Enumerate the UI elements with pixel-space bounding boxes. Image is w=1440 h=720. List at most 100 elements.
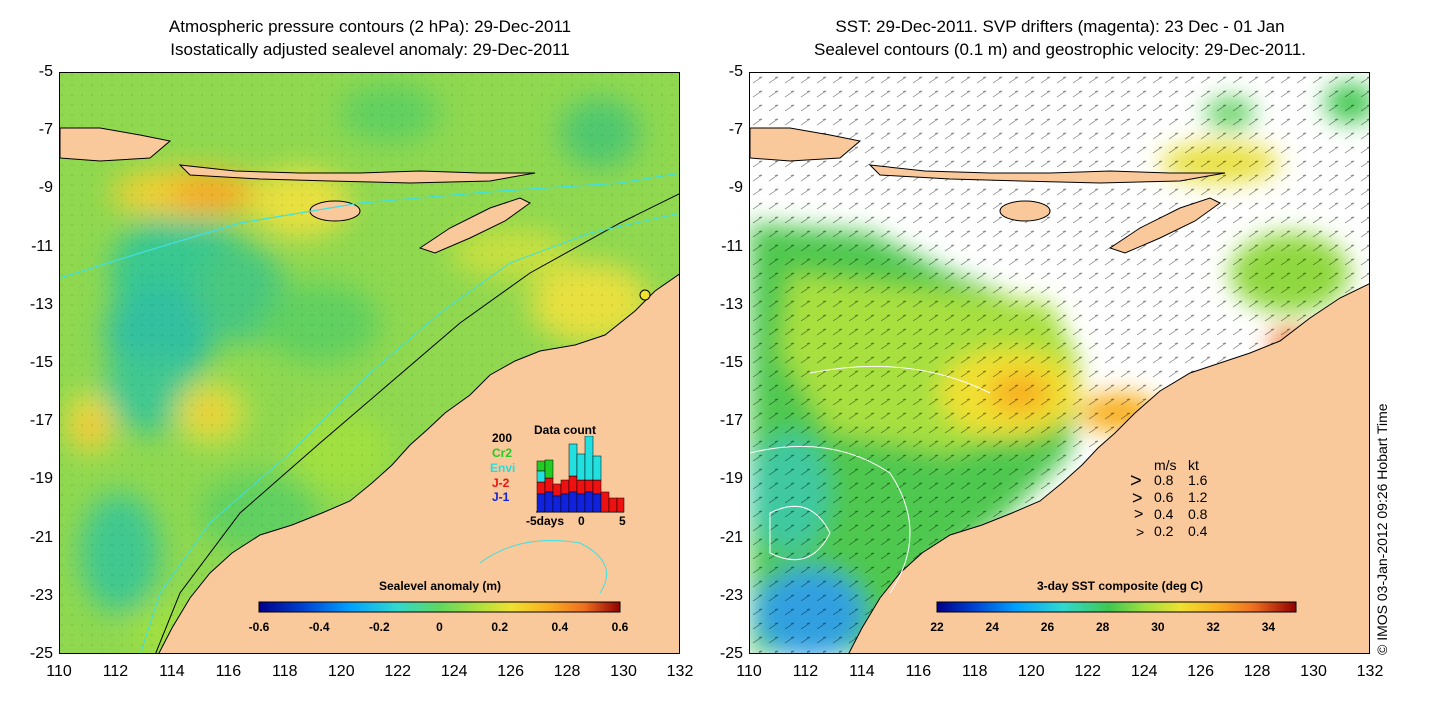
x-tick-label: 122 <box>1074 663 1102 680</box>
x-tick-label: 114 <box>159 663 185 680</box>
y-tick-label: -23 <box>719 586 743 604</box>
data-count-x-zero: 0 <box>578 514 585 528</box>
y-tick-label: -13 <box>29 295 53 313</box>
lesser-sunda-islands <box>868 164 1226 184</box>
velocity-kt-value: 1.6 <box>1188 472 1208 488</box>
sla-colorbar-title: Sealevel anomaly (m) <box>378 579 502 593</box>
colorbar-tick-label: 26 <box>1040 620 1055 634</box>
x-tick-label: 122 <box>384 663 412 680</box>
sealevel-anomaly-map <box>59 72 680 654</box>
colorbar-tick-label: 32 <box>1206 620 1220 634</box>
mission-cr2-label: Cr2 <box>492 446 513 460</box>
x-tick-label: 110 <box>736 663 762 680</box>
velocity-ms-value: 0.2 <box>1154 523 1174 539</box>
data-count-x-end: 5 <box>619 514 626 528</box>
velocity-kt-value: 0.8 <box>1188 506 1208 522</box>
velocity-kt-value: 0.4 <box>1188 523 1208 539</box>
x-tick-label: 124 <box>440 663 468 680</box>
x-tick-label: 132 <box>666 663 694 680</box>
x-tick-label: 124 <box>1130 663 1158 680</box>
colorbar-tick-label: 0 <box>436 620 443 634</box>
y-tick-label: -13 <box>719 295 743 313</box>
x-tick-label: 114 <box>849 663 875 680</box>
x-tick-label: 112 <box>102 663 129 680</box>
velocity-kt-value: 1.2 <box>1188 489 1208 505</box>
sst-colorbar <box>936 601 1297 613</box>
lesser-sunda-islands <box>178 164 536 184</box>
velocity-ms-value: 0.4 <box>1154 506 1174 522</box>
y-tick-label: -5 <box>38 63 53 80</box>
colorbar-tick-label: 30 <box>1151 620 1165 634</box>
y-tick-label: -23 <box>29 586 53 604</box>
x-tick-label: 110 <box>46 663 72 680</box>
sst-map <box>749 72 1370 654</box>
y-tick-label: -19 <box>29 470 53 488</box>
x-tick-label: 118 <box>272 663 298 680</box>
x-tick-label: 126 <box>1187 663 1214 680</box>
x-tick-label: 130 <box>610 663 637 680</box>
x-tick-label: 120 <box>1017 663 1045 680</box>
y-tick-label: -17 <box>29 412 53 430</box>
x-tick-label: 128 <box>1243 663 1271 680</box>
y-tick-label: -9 <box>38 179 53 197</box>
y-tick-label: -25 <box>719 645 743 662</box>
x-tick-label: 130 <box>1300 663 1327 680</box>
sealevel-anomaly-map-svg <box>60 73 679 653</box>
left-panel-title: Atmospheric pressure contours (2 hPa): 2… <box>168 17 572 36</box>
colorbar-tick-label: -0.2 <box>368 620 390 634</box>
x-tick-label: 118 <box>962 663 988 680</box>
y-tick-label: -9 <box>728 179 743 197</box>
colorbar-tick-label: 24 <box>985 620 999 634</box>
colorbar-tick-label: -0.6 <box>248 620 270 634</box>
velocity-arrow-icon: > <box>1136 524 1145 540</box>
y-tick-label: -11 <box>721 237 743 255</box>
sla-colorbar <box>258 601 621 613</box>
x-tick-label: 116 <box>905 663 932 680</box>
x-tick-label: 128 <box>553 663 581 680</box>
y-tick-label: -15 <box>719 354 743 371</box>
sst-colorbar-title: 3-day SST composite (deg C) <box>1036 579 1204 593</box>
y-tick-label: -15 <box>29 354 53 371</box>
y-tick-label: -7 <box>728 121 743 139</box>
colorbar-tick-label: 34 <box>1261 620 1276 634</box>
colorbar-tick-label: 22 <box>930 620 944 634</box>
data-count-title: Data count <box>534 423 597 437</box>
australia-landmass <box>848 283 1369 653</box>
y-tick-label: -19 <box>719 470 743 488</box>
velocity-arrow-icon: > <box>1130 470 1142 492</box>
y-tick-label: -21 <box>719 528 743 546</box>
copyright-notice: © IMOS 03-Jan-2012 09:26 Hobart Time <box>1374 403 1390 655</box>
sumba-island <box>999 200 1051 222</box>
sst-map-svg <box>750 73 1369 653</box>
x-tick-label: 126 <box>497 663 524 680</box>
data-count-y-label: 200 <box>492 431 513 445</box>
java-island <box>60 127 172 162</box>
colorbar-tick-label: 0.6 <box>611 620 629 634</box>
colorbar-tick-label: 28 <box>1096 620 1110 634</box>
velocity-ms-value: 0.6 <box>1154 489 1174 505</box>
x-tick-label: 116 <box>215 663 242 680</box>
data-count-histogram <box>536 436 625 513</box>
y-tick-label: -5 <box>728 63 743 80</box>
colorbar-tick-label: -0.4 <box>308 620 330 634</box>
y-tick-label: -21 <box>29 528 53 546</box>
mission-j1-label: J-1 <box>492 490 510 504</box>
left-panel-subtitle: Isostatically adjusted sealevel anomaly:… <box>170 40 570 59</box>
data-count-x-start: -5days <box>526 514 565 528</box>
y-tick-label: -17 <box>719 412 743 430</box>
legend-kt-header: kt <box>1188 457 1199 473</box>
timor-island <box>1108 197 1221 254</box>
x-tick-label: 132 <box>1356 663 1384 680</box>
y-tick-label: -11 <box>31 237 53 255</box>
colorbar-tick-label: 0.4 <box>551 620 569 634</box>
y-tick-label: -7 <box>38 121 53 139</box>
timor-island <box>418 197 531 254</box>
right-panel-subtitle: Sealevel contours (0.1 m) and geostrophi… <box>814 40 1306 59</box>
mission-j2-label: J-2 <box>492 476 510 490</box>
x-tick-label: 112 <box>792 663 819 680</box>
right-panel-title: SST: 29-Dec-2011. SVP drifters (magenta)… <box>835 17 1285 36</box>
mission-envi-label: Envi <box>490 461 516 475</box>
colorbar-tick-label: 0.2 <box>491 620 508 634</box>
velocity-arrow-icon: > <box>1132 488 1143 508</box>
x-tick-label: 120 <box>327 663 355 680</box>
